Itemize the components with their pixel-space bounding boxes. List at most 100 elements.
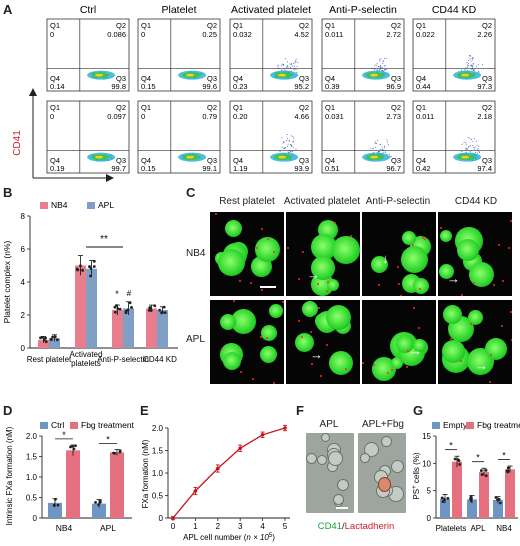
q4-value: 0.23 <box>233 82 248 91</box>
y-axis-label: CD41 <box>12 130 23 156</box>
red-platelet <box>260 336 262 338</box>
q2-value: 4.52 <box>294 30 309 39</box>
d-bar-ctrl <box>92 503 106 518</box>
green-cell <box>329 351 354 376</box>
q4-label: Q4 <box>50 74 60 83</box>
event-dot <box>283 148 285 150</box>
d-legend-ctrl-swatch <box>40 422 48 429</box>
q4-value: 0.51 <box>325 164 340 173</box>
red-platelet <box>407 350 409 352</box>
event-dot <box>477 64 479 66</box>
f-header-apl: APL <box>319 419 339 430</box>
event-dot <box>383 146 385 148</box>
panel-letter-e: E <box>140 403 149 418</box>
event-dot <box>469 137 471 139</box>
event-dot <box>476 149 478 151</box>
red-platelet <box>261 289 263 291</box>
q4-value: 0.44 <box>416 82 431 91</box>
q2-value: 2.26 <box>477 30 492 39</box>
red-platelet <box>378 284 380 286</box>
event-dot <box>473 138 475 140</box>
q2-value: 0.79 <box>202 112 217 121</box>
density-peak <box>278 73 287 77</box>
q3-value: 99.8 <box>111 82 126 91</box>
red-platelet <box>250 282 252 284</box>
d-legend-fbg-swatch <box>70 422 78 429</box>
g-bar-fbg-point <box>480 473 484 476</box>
event-dot <box>472 57 474 59</box>
brightfield-apl <box>306 433 354 513</box>
event-dot <box>469 150 471 152</box>
b-bar-nb4-point <box>39 336 42 340</box>
d-bar-fbg-point <box>71 444 74 448</box>
green-cell <box>295 333 315 353</box>
event-dot <box>286 67 288 69</box>
q3-value: 96.7 <box>386 164 401 173</box>
q2-value: 0.086 <box>107 30 126 39</box>
q1-value: 0 <box>50 112 54 121</box>
b-bar-apl-point <box>158 308 162 312</box>
d-cat-0: NB4 <box>56 523 73 533</box>
event-dot <box>279 151 281 153</box>
col-header-1: Platelet <box>161 4 196 16</box>
b-bar-apl-point <box>124 311 128 315</box>
event-dot <box>288 151 290 153</box>
event-dot <box>281 63 283 65</box>
b-bar-nb4-point <box>115 304 119 307</box>
b-bar-nb4 <box>75 265 86 348</box>
g-y-label-end: cells (%) <box>412 452 421 485</box>
red-platelet <box>298 278 300 280</box>
q4-value: 0.15 <box>141 82 156 91</box>
event-dot <box>471 65 473 67</box>
event-dot <box>476 65 478 67</box>
white-arrow-icon: → <box>310 347 323 362</box>
event-dot <box>385 57 387 59</box>
event-dot <box>293 65 295 67</box>
col-header-0: Ctrl <box>80 4 96 16</box>
g-legend-fbg-label: Fbg treatment <box>477 420 520 430</box>
b-bar-apl <box>49 338 60 348</box>
event-dot <box>382 149 384 151</box>
b-bar-apl <box>157 310 168 348</box>
event-dot <box>465 147 467 149</box>
green-cell <box>261 325 277 341</box>
event-dot <box>385 151 387 153</box>
red-platelet <box>424 238 426 240</box>
e-x-label-main: APL cell number ( <box>183 533 247 542</box>
d-bar-ctrl-point <box>56 503 60 507</box>
panel-letter-c: C <box>186 185 196 200</box>
g-bar-empty <box>467 499 477 518</box>
brightfield-cell <box>317 455 328 466</box>
event-dot <box>476 144 478 146</box>
g-bar-fbg-point <box>484 468 488 472</box>
density-peak <box>186 73 195 77</box>
event-dot <box>283 64 284 66</box>
f-header-apl-fbg: APL+Fbg <box>362 419 404 430</box>
d-bar-ctrl-point <box>52 503 56 507</box>
event-dot <box>373 147 374 149</box>
q3-value: 97.4 <box>477 164 492 173</box>
green-cell <box>440 230 453 243</box>
event-dot <box>287 143 289 145</box>
event-dot <box>277 65 279 67</box>
red-platelet <box>450 338 452 340</box>
g-legend-empty-swatch <box>432 422 440 429</box>
q4-value: 0.39 <box>325 82 340 91</box>
q4-label: Q4 <box>233 156 243 165</box>
event-dot <box>287 68 289 70</box>
q1-label: Q1 <box>141 21 151 30</box>
d-sig-star: * <box>106 434 110 444</box>
red-platelet <box>473 282 475 284</box>
green-cell <box>269 304 283 318</box>
b-bar-apl <box>123 308 134 348</box>
e-x-label-exp: 5 <box>269 533 273 539</box>
event-dot <box>287 146 289 147</box>
event-dot <box>461 143 463 145</box>
d-bar-ctrl-point <box>98 500 102 504</box>
event-dot <box>374 64 376 66</box>
d-bar-fbg <box>66 450 80 518</box>
flow-cytometry-panel: Ctrl Platelet Activated platelet Anti-P-sel… <box>12 4 496 182</box>
q1-value: 0.20 <box>233 112 248 121</box>
red-platelet <box>252 378 254 380</box>
